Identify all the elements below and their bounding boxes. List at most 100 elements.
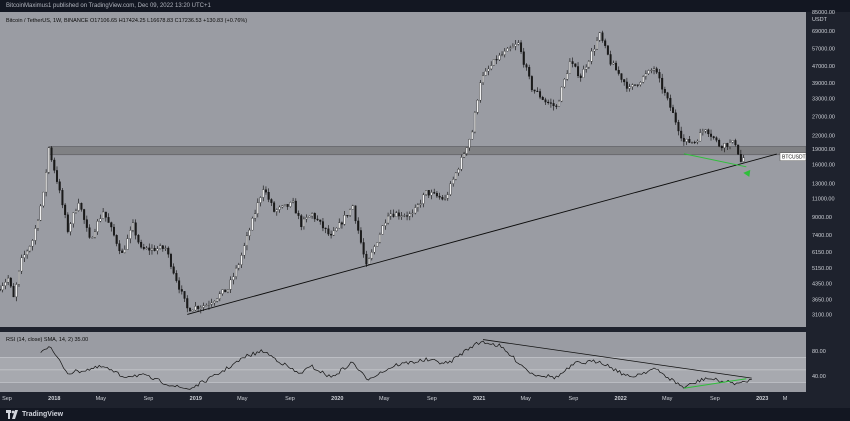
candle — [229, 276, 232, 293]
candle — [159, 243, 162, 250]
candle — [142, 243, 145, 251]
candle — [446, 191, 449, 201]
candle — [183, 291, 186, 302]
candle — [389, 209, 392, 220]
candle — [674, 109, 677, 125]
symbol-legend: Bitcoin / TetherUS, 1W, BINANCE O17106.6… — [6, 18, 247, 24]
time-axis[interactable] — [0, 392, 850, 408]
time-tick-label: 2023 — [756, 396, 768, 402]
candle — [210, 298, 213, 307]
candle — [169, 252, 172, 270]
pane-separator[interactable] — [0, 327, 806, 332]
candle — [574, 63, 577, 68]
candle — [471, 129, 474, 140]
candle — [267, 188, 270, 203]
candle — [560, 86, 563, 103]
candle — [335, 227, 338, 232]
candle — [598, 31, 601, 42]
candle — [175, 270, 178, 283]
candle — [28, 245, 31, 253]
candle — [406, 211, 409, 221]
time-tick-label: 2022 — [615, 396, 627, 402]
candle — [15, 282, 18, 302]
candle — [156, 246, 159, 255]
price-tick-label: 3100.00 — [812, 312, 832, 318]
candle — [476, 99, 479, 115]
candle — [566, 70, 569, 81]
candle — [256, 198, 259, 218]
candle — [590, 48, 593, 65]
candle — [427, 190, 430, 198]
candle — [533, 89, 536, 94]
candle — [579, 73, 582, 82]
candle — [555, 104, 558, 110]
candle — [729, 139, 732, 150]
divergence-arrow-icon — [743, 169, 751, 177]
candle — [422, 192, 425, 208]
candle — [392, 209, 395, 218]
candle — [137, 234, 140, 245]
candle — [110, 221, 113, 232]
candle — [18, 270, 20, 287]
candle — [644, 70, 647, 80]
symbol-tag: BTCUSDT — [782, 155, 806, 161]
price-axis[interactable] — [806, 12, 850, 398]
candle — [74, 208, 77, 214]
candle — [615, 60, 618, 71]
candle — [213, 300, 216, 306]
candle — [661, 73, 664, 94]
candle — [509, 45, 512, 52]
candle — [112, 223, 115, 237]
candle — [186, 295, 189, 313]
price-tick-label: 16000.00 — [812, 163, 835, 169]
time-tick-label: 2021 — [473, 396, 485, 402]
candle — [96, 218, 99, 235]
candle — [511, 43, 514, 49]
candle — [552, 99, 555, 111]
current-price-label: BTCUSDT — [779, 152, 807, 161]
candle — [129, 226, 132, 244]
candle — [663, 86, 666, 96]
candle — [123, 245, 126, 254]
candle — [145, 245, 148, 250]
candle — [216, 298, 219, 303]
candle — [737, 144, 740, 155]
candle — [148, 243, 151, 256]
brand-name: TradingView — [22, 411, 64, 418]
candle — [460, 154, 463, 172]
candle — [484, 68, 487, 77]
candle — [0, 285, 1, 292]
candle — [707, 128, 710, 138]
candle — [126, 234, 129, 250]
price-trendline — [187, 153, 777, 315]
candle — [699, 128, 702, 142]
candle — [438, 192, 441, 200]
candle — [492, 59, 495, 67]
candle — [42, 191, 45, 208]
candle — [240, 252, 243, 269]
candle — [243, 242, 246, 259]
price-tick-label: 69000.00 — [812, 29, 835, 35]
candle — [628, 83, 631, 92]
candle — [313, 212, 316, 222]
price-tick-label: 11000.00 — [812, 197, 835, 203]
candle — [672, 104, 675, 113]
time-tick-label: 2018 — [48, 396, 60, 402]
candle — [26, 249, 29, 259]
time-tick-label: Sep — [144, 396, 154, 402]
candle — [530, 75, 533, 92]
candle — [558, 99, 561, 107]
price-pane[interactable] — [0, 12, 806, 327]
candle — [340, 221, 343, 229]
candle — [319, 219, 322, 225]
candle — [50, 146, 53, 162]
candle — [452, 176, 455, 187]
candle — [430, 189, 433, 200]
candle — [642, 75, 645, 84]
candle — [636, 84, 639, 88]
publish-header: BitcoinMaximus1 published on TradingView… — [0, 0, 850, 12]
price-tick-label: 19000.00 — [812, 147, 835, 153]
currency-label: USDT — [812, 17, 828, 23]
